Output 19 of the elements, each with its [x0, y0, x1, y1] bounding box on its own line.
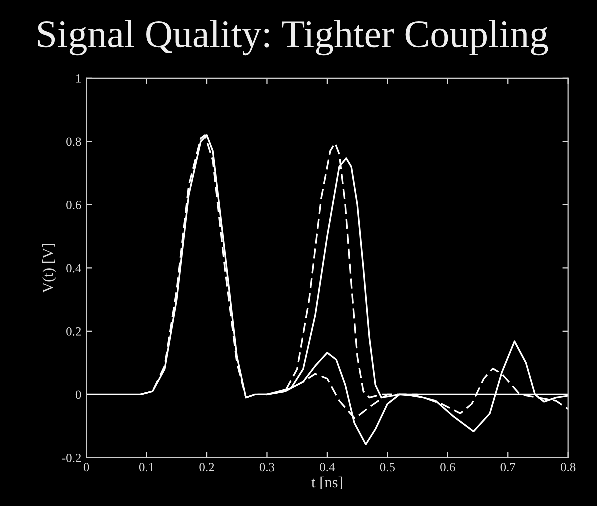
x-tick-label: 0.6: [440, 463, 456, 472]
y-tick-label: -0.2: [62, 454, 82, 462]
y-tick-label: 0.4: [66, 264, 82, 273]
x-tick-label: 0.3: [260, 463, 275, 472]
y-tick-label: 0.8: [66, 138, 82, 146]
x-tick-label: 0.4: [320, 463, 336, 472]
x-tick-label: 0.5: [380, 463, 395, 472]
x-axis-title: t [ns]: [312, 476, 342, 490]
x-tick-label: 0: [84, 463, 90, 472]
x-tick-label: 0.2: [200, 463, 214, 472]
chart-title: Signal Quality: Tighter Coupling: [38, 20, 548, 56]
x-tick-label: 0.7: [500, 463, 516, 472]
y-axis-title: V(t) [V]: [42, 244, 56, 294]
x-tick-label: 0.1: [139, 463, 154, 472]
x-tick-label: 0.8: [561, 463, 576, 472]
y-tick-label: 0.6: [66, 200, 82, 210]
y-tick-label: 0: [76, 390, 82, 400]
y-tick-label: 1: [76, 74, 81, 83]
y-tick-label: 0.2: [66, 327, 82, 336]
